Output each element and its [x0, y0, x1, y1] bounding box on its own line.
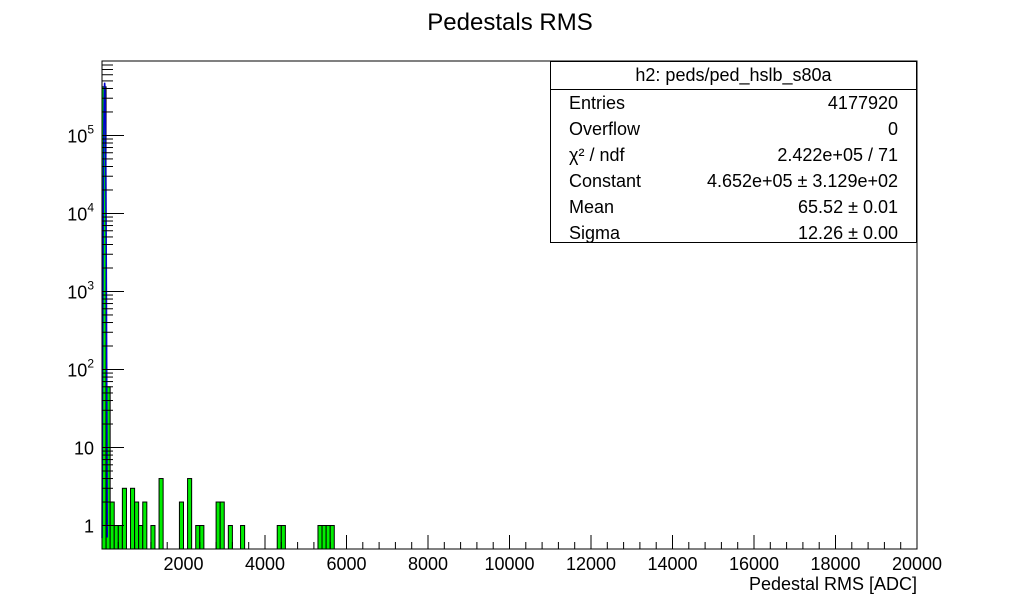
stats-row-entries: Entries 4177920 — [551, 90, 916, 116]
stats-value: 4.652e+05 ± 3.129e+02 — [706, 171, 898, 191]
histogram-bar — [117, 525, 123, 550]
x-tick-label: 4000 — [245, 554, 285, 574]
y-tick-label: 105 — [67, 122, 94, 146]
x-axis-label: Pedestal RMS [ADC] — [749, 574, 917, 594]
x-tick-label: 14000 — [647, 554, 697, 574]
x-tick-label: 16000 — [729, 554, 779, 574]
histogram-bar — [150, 525, 156, 550]
histogram-bar — [178, 501, 185, 550]
histogram-bar — [215, 501, 221, 550]
histogram-bar — [121, 487, 127, 550]
stats-box: h2: peds/ped_hslb_s80a Entries 4177920 O… — [550, 61, 917, 243]
histogram-bar — [329, 525, 335, 550]
histogram-bar — [158, 478, 164, 550]
stats-label: χ² / ndf — [569, 145, 625, 165]
stats-label: Constant — [569, 171, 642, 191]
histogram-bar — [113, 525, 119, 550]
histogram-bar — [199, 525, 205, 550]
y-tick-label: 1 — [84, 517, 94, 537]
x-tick-label: 12000 — [566, 554, 616, 574]
stats-value: 0 — [887, 119, 898, 139]
stats-value: 12.26 ± 0.00 — [798, 223, 898, 243]
stats-row-sigma: Sigma 12.26 ± 0.00 — [551, 220, 916, 246]
histogram-bar — [138, 525, 144, 550]
histogram-bar — [276, 525, 282, 550]
histogram-bar — [134, 501, 140, 550]
stats-box-title: h2: peds/ped_hslb_s80a — [551, 62, 916, 90]
histogram-bar — [280, 525, 286, 550]
stats-value: 65.52 ± 0.01 — [798, 197, 898, 217]
stats-value: 4177920 — [827, 93, 898, 113]
stats-row-constant: Constant 4.652e+05 ± 3.129e+02 — [551, 168, 916, 194]
histogram-bar — [317, 525, 323, 550]
stats-label: Overflow — [569, 119, 641, 139]
fit-curve — [101, 82, 109, 539]
x-tick-label: 6000 — [326, 554, 366, 574]
histogram-bar — [227, 525, 233, 550]
y-tick-label: 10 — [74, 439, 94, 459]
histogram-bars — [101, 86, 335, 550]
x-tick-label: 20000 — [892, 554, 942, 574]
histogram-bar — [219, 501, 225, 550]
stats-label: Mean — [569, 197, 615, 217]
stats-label: Sigma — [569, 223, 621, 243]
histogram-bar — [142, 501, 148, 550]
histogram-bar — [321, 525, 327, 550]
histogram-bar — [187, 478, 193, 550]
stats-row-overflow: Overflow 0 — [551, 116, 916, 142]
histogram-bar — [195, 525, 201, 550]
fit-line — [101, 82, 109, 539]
x-tick-label: 10000 — [484, 554, 534, 574]
x-tick-label: 2000 — [163, 554, 203, 574]
histogram-bar — [130, 487, 136, 550]
histogram-bar — [240, 525, 246, 550]
x-tick-label: 8000 — [408, 554, 448, 574]
y-tick-label: 103 — [67, 278, 94, 302]
y-tick-label: 104 — [67, 200, 94, 224]
y-tick-label: 102 — [67, 356, 94, 380]
histogram-bar — [325, 525, 331, 550]
stats-row-mean: Mean 65.52 ± 0.01 — [551, 194, 916, 220]
stats-row-chi2: χ² / ndf 2.422e+05 / 71 — [551, 142, 916, 168]
chart-title: Pedestals RMS — [427, 9, 592, 36]
y-axis: 1 10 102 103 104 105 — [67, 60, 124, 537]
stats-label: Entries — [569, 93, 626, 113]
x-tick-label: 18000 — [810, 554, 860, 574]
stats-value: 2.422e+05 / 71 — [777, 145, 898, 165]
x-axis: 2000 4000 6000 8000 10000 12000 14000 16000 1800… — [101, 535, 942, 574]
